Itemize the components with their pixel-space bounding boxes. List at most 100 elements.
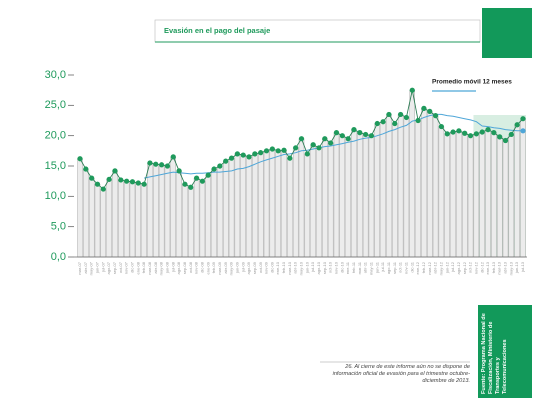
point: [205, 172, 211, 178]
x-tick-label: may-07: [89, 261, 94, 275]
point: [322, 136, 328, 142]
point: [491, 130, 497, 136]
legend-label: Promedio móvil 12 meses: [432, 79, 512, 86]
point: [432, 113, 439, 119]
bar: [199, 180, 206, 258]
x-tick-label: jun-10: [304, 261, 309, 274]
point: [304, 151, 310, 157]
bar: [281, 150, 287, 258]
point: [520, 116, 526, 122]
point: [333, 130, 340, 136]
x-tick-label: dic-12: [479, 261, 484, 273]
point: [485, 127, 491, 133]
x-tick-label: sep-07: [112, 261, 117, 274]
point: [374, 120, 380, 127]
x-tick-label: oct-11: [398, 261, 403, 273]
x-tick-label: oct-07: [118, 261, 123, 273]
x-tick-label: jun-08: [164, 261, 169, 274]
point: [228, 155, 235, 161]
bar: [339, 135, 346, 258]
point: [310, 142, 316, 148]
point: [217, 163, 223, 169]
x-tick-label: dic-08: [199, 261, 204, 273]
point: [112, 168, 118, 174]
corner-block: [482, 8, 532, 58]
bar: [316, 147, 322, 258]
x-tick-label: jul-13: [520, 261, 525, 273]
point: [141, 181, 147, 187]
point: [100, 186, 106, 192]
x-tick-label: feb-11: [351, 261, 356, 273]
x-tick-label: feb-08: [141, 261, 146, 273]
point: [409, 87, 415, 93]
x-tick-label: ene-09: [205, 261, 210, 274]
x-tick-label: may-12: [438, 261, 443, 275]
bar: [520, 118, 526, 258]
point: [363, 131, 369, 138]
bar: [217, 165, 223, 258]
bar: [333, 132, 340, 258]
bar: [118, 179, 124, 258]
bar: [409, 89, 415, 258]
x-tick-label: jul-09: [240, 261, 245, 273]
x-tick-label: ene-10: [275, 261, 280, 274]
bar: [322, 138, 328, 258]
point: [159, 162, 165, 168]
point: [188, 184, 194, 190]
y-tick-label: 25,0: [45, 99, 66, 111]
x-tick-label: jun-13: [514, 261, 519, 274]
point: [77, 156, 83, 162]
footnote-box: 26. Al cierre de este informe aún no se …: [332, 364, 470, 384]
bar: [461, 133, 468, 258]
point: [170, 154, 176, 160]
x-tick-label: abr-10: [293, 261, 298, 273]
bar: [287, 157, 293, 258]
point: [89, 175, 95, 181]
x-tick-label: abr-11: [363, 261, 368, 273]
point: [368, 133, 375, 139]
point: [438, 123, 444, 130]
point: [269, 146, 275, 152]
x-tick-label: ago-07: [106, 261, 111, 274]
x-tick-label: mar-11: [357, 261, 362, 274]
x-tick-label: jul-11: [380, 261, 385, 272]
chart-title: Evasión en el pago del pasaje: [164, 26, 270, 35]
x-tick-label: ago-09: [246, 261, 251, 274]
bar: [479, 131, 485, 258]
bar: [94, 183, 101, 258]
point: [240, 152, 246, 158]
bar: [106, 179, 112, 258]
bar: [345, 138, 351, 258]
bar: [275, 150, 281, 258]
point: [182, 181, 188, 187]
point: [328, 140, 334, 146]
point: [456, 128, 462, 134]
bar: [496, 136, 503, 258]
x-tick-label: may-09: [229, 261, 234, 275]
point: [345, 136, 351, 142]
x-tick-label: oct-12: [468, 261, 473, 273]
source: Fuente: Programa Nacional de Fiscalizaci…: [481, 313, 508, 394]
bar: [374, 123, 380, 258]
bar: [123, 180, 130, 258]
point: [392, 120, 398, 127]
x-tick-label: ago-12: [456, 261, 461, 274]
bar: [240, 154, 246, 258]
x-tick-label: feb-10: [281, 261, 286, 273]
bar: [292, 147, 299, 258]
x-tick-label: feb-12: [421, 261, 426, 273]
bar: [141, 183, 147, 258]
point: [502, 137, 509, 144]
bar: [100, 188, 107, 258]
x-tick-label: may-11: [369, 261, 374, 275]
bar: [228, 157, 235, 258]
point: [234, 151, 240, 157]
point: [199, 178, 206, 184]
x-tick-label: abr-08: [153, 261, 158, 273]
footnote: 26. Al cierre de este informe aún no se …: [332, 364, 470, 384]
bar: [164, 165, 171, 258]
point: [94, 181, 101, 187]
point: [176, 168, 182, 174]
bar: [444, 133, 450, 258]
point: [351, 127, 357, 133]
